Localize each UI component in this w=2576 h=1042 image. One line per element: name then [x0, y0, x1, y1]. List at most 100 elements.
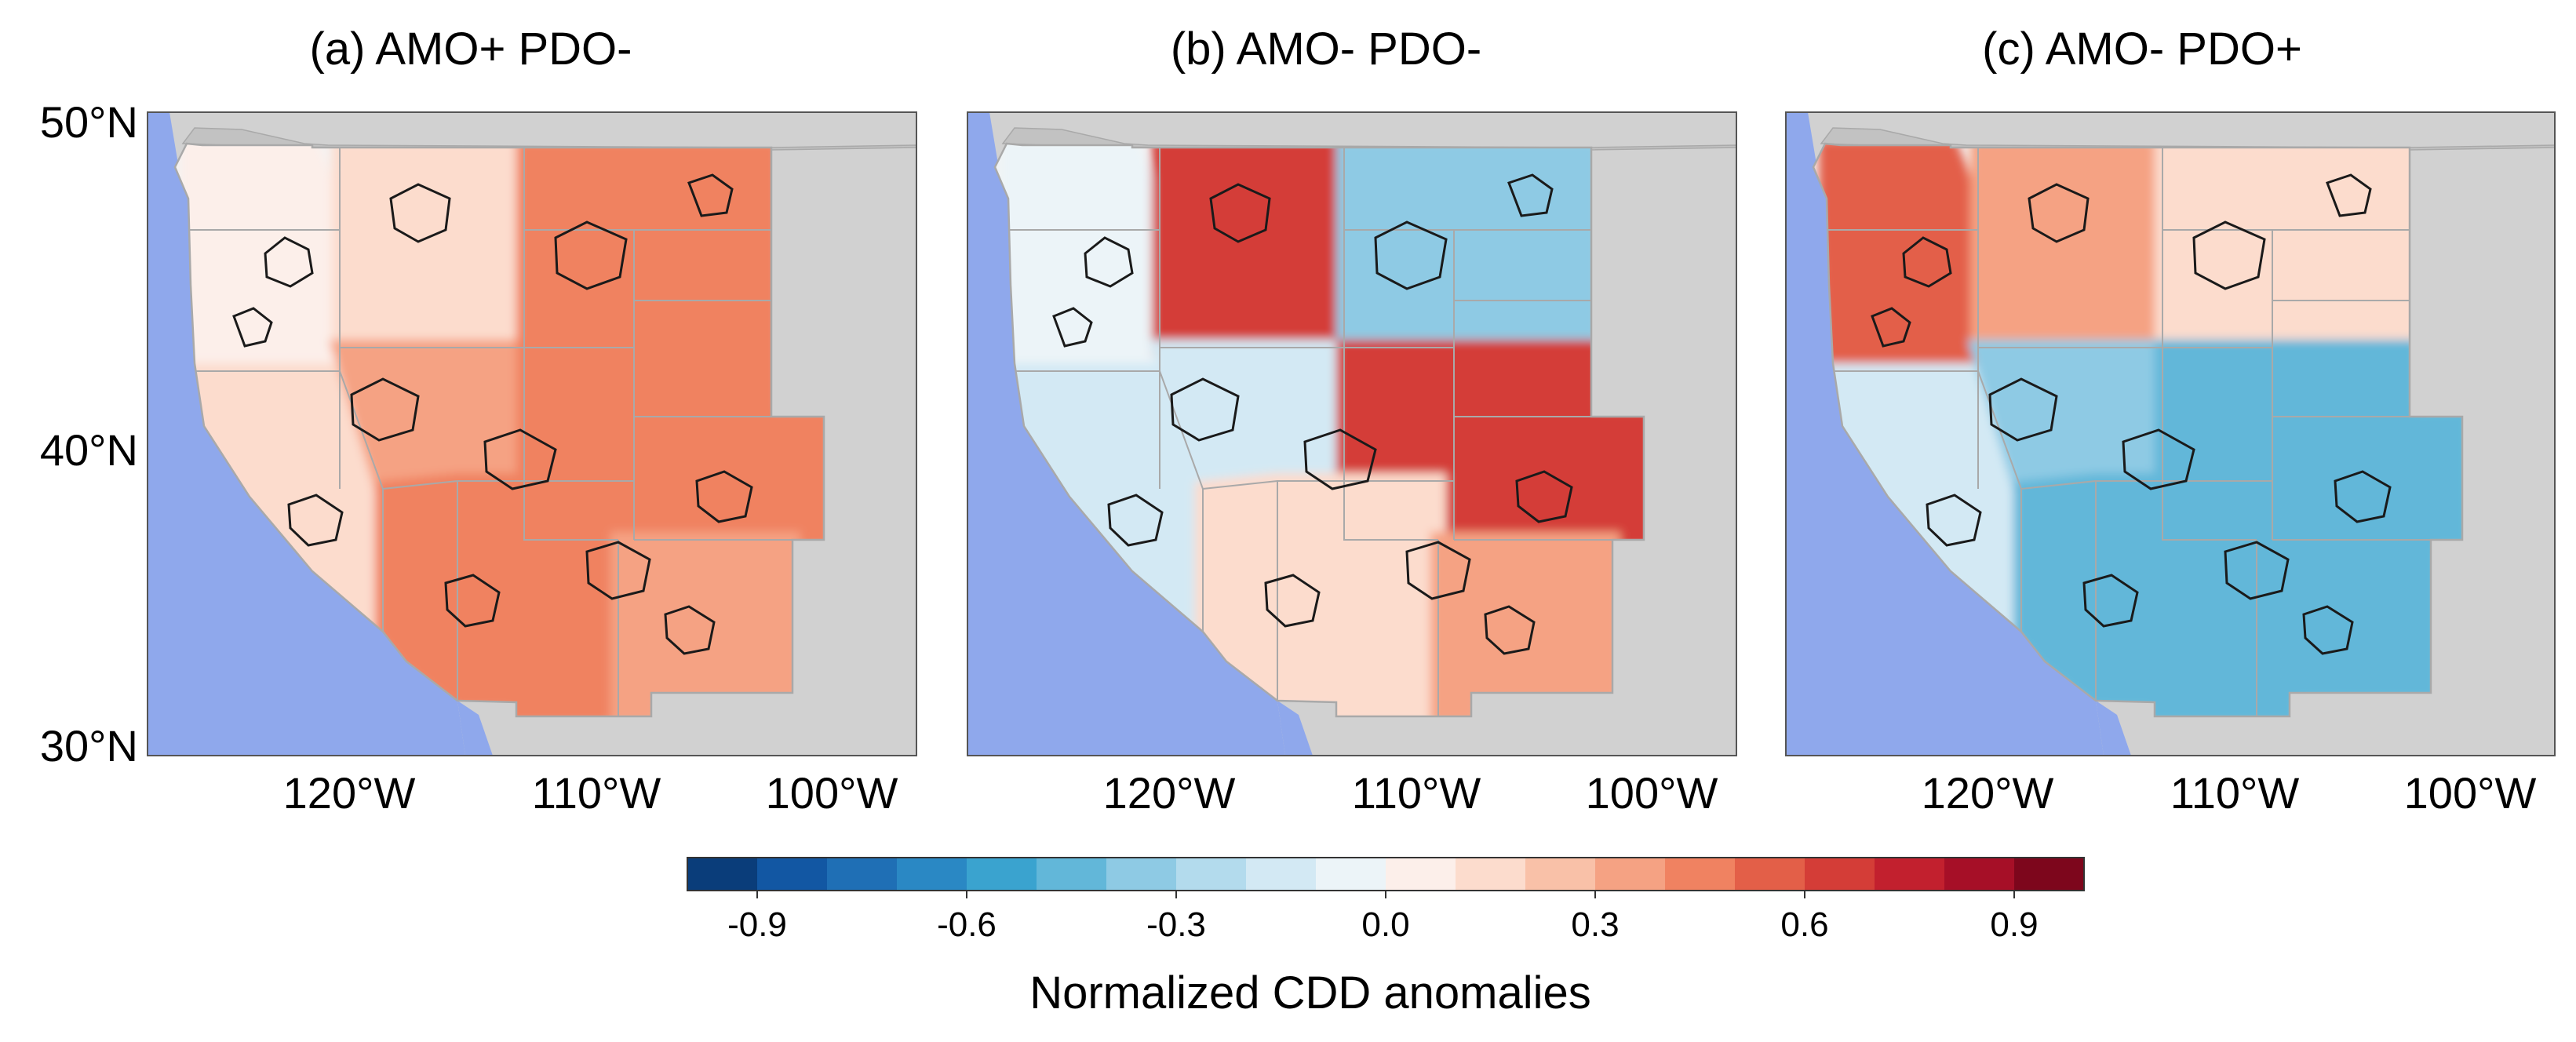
significance-contour [1507, 173, 1554, 217]
gulf-of-california [457, 701, 493, 756]
significance-contour [264, 236, 314, 288]
colorbar-tick-label: -0.9 [727, 905, 787, 944]
panel-c-lon-120: 120°W [1922, 768, 2054, 818]
panel-a-lat-50: 50°N [40, 97, 138, 147]
colorbar-tick-label: 0.0 [1361, 905, 1409, 944]
significance-contour [554, 220, 628, 290]
panel-c-title: (c) AMO- PDO+ [1982, 24, 2302, 75]
study-area-outline [1812, 142, 2464, 718]
anomaly-region [1152, 144, 1352, 355]
significance-contour [2192, 220, 2266, 290]
significance-contour [2224, 541, 2290, 600]
colorbar-swatch [1735, 858, 1805, 891]
colorbar-swatch [1316, 858, 1386, 891]
map-frame [1785, 111, 2556, 756]
colorbar-swatch [897, 858, 967, 891]
panel-a-lat-40: 40°N [40, 425, 138, 475]
significance-contour [1484, 605, 1536, 655]
state-borders [1827, 148, 2462, 716]
colorbar-ticks: -0.9 -0.6 -0.3 0.0 0.3 0.6 0.9 [727, 891, 2039, 944]
colorbar-tick-label: -0.6 [937, 905, 997, 944]
colorbar-swatch [1805, 858, 1875, 891]
pacific-ocean [967, 112, 1285, 756]
significance-contour [232, 307, 273, 348]
panel-b-lon-120: 120°W [1103, 768, 1236, 818]
anomaly-region [2249, 532, 2439, 716]
colorbar-tick-label: -0.3 [1146, 905, 1206, 944]
anomaly-region [1970, 144, 2170, 355]
significance-contour [1988, 377, 2058, 442]
significance-contour [2028, 183, 2090, 243]
pacific-ocean [148, 112, 465, 756]
significance-contour [1264, 574, 1321, 628]
anomaly-region [1430, 532, 1620, 716]
anomaly-region [332, 144, 532, 355]
colorbar-swatch [687, 858, 758, 891]
gulf-of-california [1277, 701, 1313, 756]
panel-b-lon-100: 100°W [1586, 768, 1718, 818]
colorbar-swatch [1386, 858, 1456, 891]
significance-contour [664, 605, 716, 655]
colorbar-swatch [1106, 858, 1177, 891]
anomaly-region [180, 144, 348, 379]
pacific-ocean [1786, 112, 2104, 756]
significance-contour [444, 574, 501, 628]
panel-a-lat-30: 30°N [40, 721, 138, 771]
panel-a-map [147, 111, 917, 756]
significance-contour [1902, 236, 1952, 288]
panel-a-title: (a) AMO+ PDO- [310, 24, 632, 75]
colorbar-swatches [687, 858, 2085, 891]
significance-contour [1374, 220, 1448, 290]
state-border-line [1343, 481, 1438, 541]
significance-contours [1052, 173, 1573, 655]
significance-contour [350, 377, 420, 442]
map-frame [967, 111, 1737, 756]
study-area-outline [993, 142, 1645, 718]
colorbar-tick-label: 0.6 [1780, 905, 1828, 944]
colorbar-swatch [2014, 858, 2085, 891]
study-area-outline [173, 142, 825, 718]
map-frame [147, 111, 917, 756]
colorbar-swatch [1875, 858, 1945, 891]
significance-contour [1209, 183, 1271, 243]
colorbar-swatch [1176, 858, 1247, 891]
significance-contour [1303, 428, 1377, 490]
significance-contour [2122, 428, 2195, 490]
panel-b: (b) AMO- PDO- 120°W 110°W 100°W [967, 24, 1737, 818]
panel-b-map [967, 111, 1737, 756]
panel-b-lon-110: 110°W [1352, 768, 1481, 818]
significance-contour [1515, 470, 1573, 523]
significance-contour [2302, 605, 2354, 655]
state-border-line [523, 481, 618, 541]
colorbar-swatch [827, 858, 898, 891]
colorbar-swatch [1456, 858, 1526, 891]
significance-contour [585, 541, 651, 600]
colorbar-tick-label: 0.9 [1990, 905, 2038, 944]
significance-contour [1871, 307, 1911, 348]
colorbar-swatch [1595, 858, 1666, 891]
colorbar-tick-label: 0.3 [1571, 905, 1619, 944]
panel-a-lon-120: 120°W [283, 768, 416, 818]
significance-contour [1084, 236, 1134, 288]
state-border-line [2162, 481, 2257, 541]
significance-contour [1107, 494, 1164, 547]
significance-contour [287, 494, 344, 547]
panel-c-lon-100: 100°W [2404, 768, 2537, 818]
panel-a: (a) AMO+ PDO- 50°N 40°N 30°N 120°W 110°W… [40, 24, 917, 818]
gulf-of-california [2096, 701, 2131, 756]
significance-contour [2082, 574, 2139, 628]
anomaly-region [1819, 144, 1986, 379]
significance-contour [687, 173, 734, 217]
anomaly-region [1000, 144, 1168, 379]
significance-contour [1052, 307, 1093, 348]
colorbar: -0.9 -0.6 -0.3 0.0 0.3 0.6 0.9 Normalized CDD … [687, 857, 2085, 1018]
colorbar-swatch [1665, 858, 1736, 891]
significance-contour [2326, 173, 2372, 217]
significance-contour [483, 428, 557, 490]
colorbar-swatch [1246, 858, 1317, 891]
significance-contours [1871, 173, 2392, 655]
panel-c-map [1785, 111, 2556, 756]
anomaly-region [610, 532, 800, 716]
colorbar-swatch [1037, 858, 1107, 891]
